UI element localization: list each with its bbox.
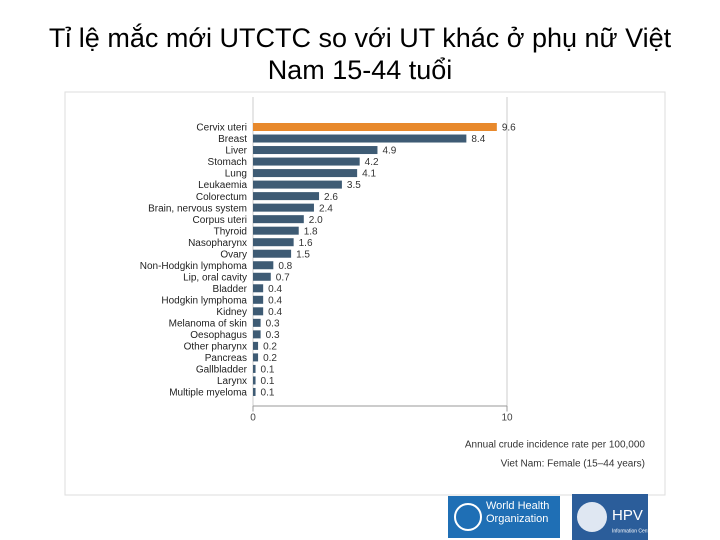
value-label: 9.6 [502, 123, 516, 134]
hpv-emblem [577, 502, 607, 532]
bar [253, 134, 467, 143]
value-label: 0.4 [268, 307, 282, 318]
hpv-text: HPV [612, 507, 643, 524]
y-tick-label: Other pharynx [184, 342, 247, 353]
who-logo-bg [448, 496, 560, 538]
y-tick-label: Breast [218, 134, 247, 145]
who-text: World Health Organization [486, 500, 550, 525]
y-tick-label: Pancreas [205, 353, 247, 364]
hpv-logo: HPV Information Centre [572, 494, 654, 540]
y-tick-label: Lung [225, 169, 247, 180]
bar [253, 272, 271, 281]
value-label: 1.5 [296, 249, 310, 260]
y-tick-label: Multiple myeloma [169, 388, 247, 399]
bar [253, 249, 292, 258]
y-tick-label: Lip, oral cavity [183, 272, 247, 283]
y-tick-label: Thyroid [214, 226, 247, 237]
bar [253, 215, 304, 224]
y-tick-label: Corpus uteri [193, 215, 247, 226]
y-tick-label: Bladder [213, 284, 248, 295]
value-label: 2.4 [319, 203, 333, 214]
who-text-box: World Health Organization [486, 500, 550, 525]
value-label: 0.1 [261, 365, 275, 376]
bar [253, 192, 320, 201]
who-emblem [454, 503, 482, 531]
value-label: 1.6 [299, 238, 313, 249]
bar [253, 238, 294, 247]
hpv-sub-text: Information Centre [612, 528, 654, 534]
y-tick-label: Nasopharynx [188, 238, 247, 249]
value-label: 1.8 [304, 226, 318, 237]
y-tick-label: Kidney [216, 307, 247, 318]
value-label: 0.2 [263, 353, 277, 364]
y-tick-label: Leukaemia [198, 180, 247, 191]
value-label: 4.1 [362, 169, 376, 180]
who-logo: World Health Organization [448, 496, 560, 538]
bar [253, 180, 342, 189]
bar [253, 226, 299, 235]
bar [253, 261, 274, 270]
x-axis-label: Annual crude incidence rate per 100,000 [465, 440, 646, 451]
y-tick-label: Liver [225, 146, 247, 157]
bar [253, 146, 378, 155]
value-label: 0.1 [261, 376, 275, 387]
value-label: 4.9 [382, 146, 396, 157]
value-label: 0.4 [268, 295, 282, 306]
value-label: 0.3 [266, 318, 280, 329]
y-tick-label: Cervix uteri [196, 123, 247, 134]
x-tick-label: 0 [250, 413, 256, 424]
y-tick-label: Ovary [220, 249, 247, 260]
y-tick-label: Hodgkin lymphoma [161, 295, 247, 306]
y-tick-label: Melanoma of skin [169, 318, 247, 329]
bar [253, 123, 497, 131]
bar [253, 330, 261, 339]
y-tick-label: Oesophagus [190, 330, 247, 341]
x-tick-label: 10 [501, 413, 513, 424]
y-tick-label: Stomach [208, 157, 247, 168]
y-tick-label: Gallbladder [196, 365, 248, 376]
bar [253, 307, 264, 316]
bar [253, 341, 259, 350]
bar [253, 364, 256, 373]
bar [253, 203, 314, 212]
y-tick-label: Larynx [217, 376, 247, 387]
chart-subtitle: Viet Nam: Female (15–44 years) [501, 459, 645, 470]
slide-title: Tỉ lệ mắc mới UTCTC so với UT khác ở phụ… [48, 23, 672, 85]
chart-frame [64, 91, 666, 496]
value-label: 0.7 [276, 272, 290, 283]
bar [253, 376, 256, 385]
bar [253, 157, 360, 166]
y-tick-label: Brain, nervous system [148, 203, 247, 214]
bar [253, 284, 264, 293]
value-label: 4.2 [365, 157, 379, 168]
value-label: 2.0 [309, 215, 323, 226]
bar [253, 318, 261, 327]
value-label: 0.8 [278, 261, 292, 272]
value-label: 0.2 [263, 342, 277, 353]
value-label: 0.4 [268, 284, 282, 295]
bar [253, 169, 358, 178]
y-tick-label: Colorectum [196, 192, 247, 203]
bar [253, 295, 264, 304]
bar [253, 353, 259, 362]
value-label: 0.3 [266, 330, 280, 341]
y-tick-label: Non-Hodgkin lymphoma [140, 261, 248, 272]
value-label: 3.5 [347, 180, 361, 191]
value-label: 8.4 [471, 134, 485, 145]
value-label: 0.1 [261, 388, 275, 399]
bar [253, 387, 256, 396]
value-label: 2.6 [324, 192, 338, 203]
